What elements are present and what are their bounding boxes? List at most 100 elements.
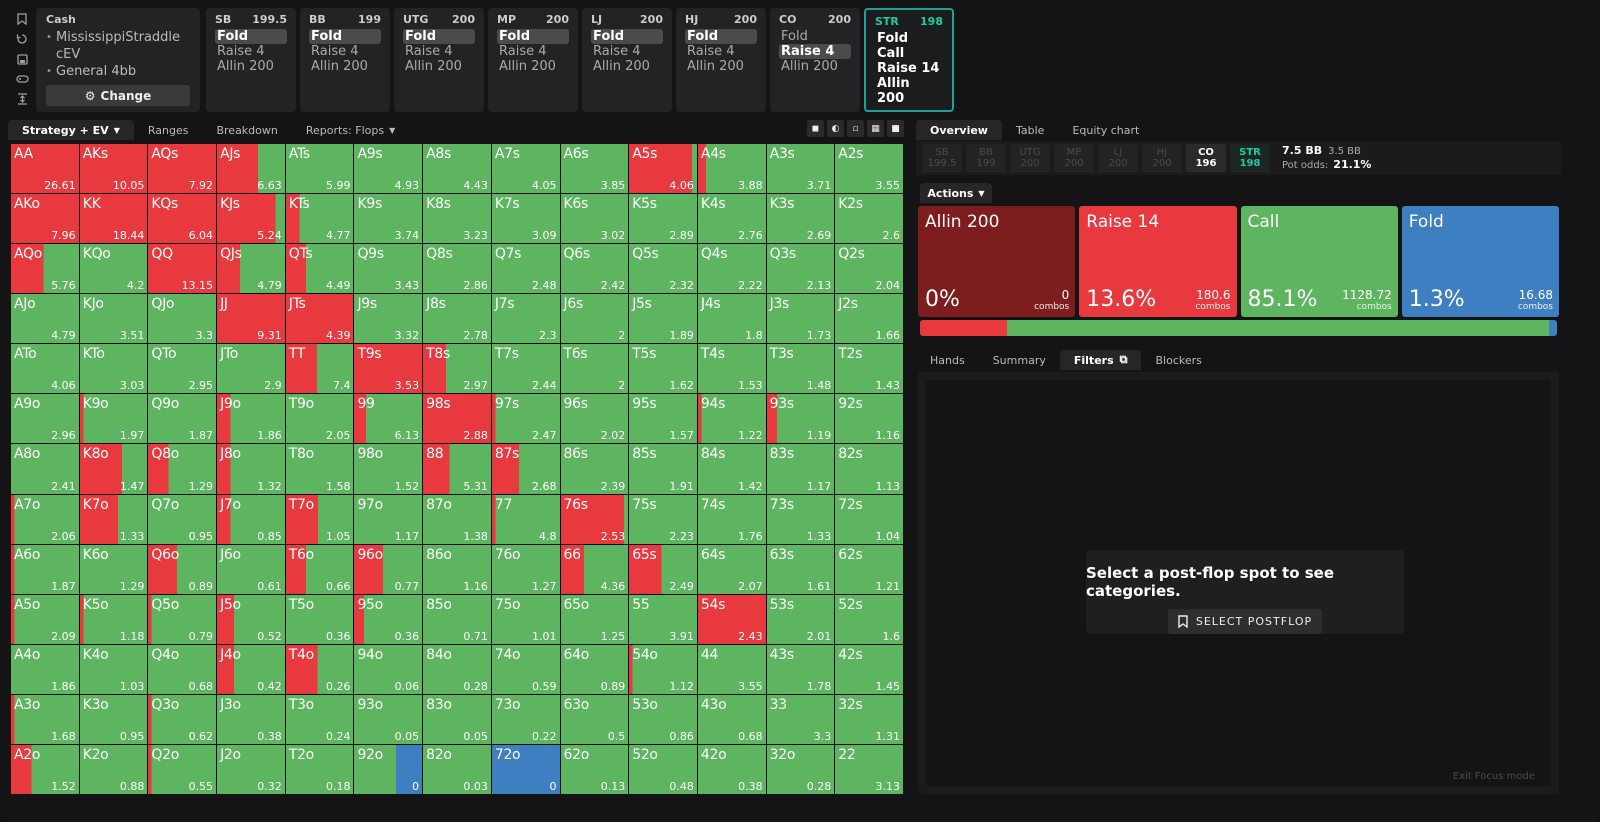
tab-equity-chart[interactable]: Equity chart [1072,123,1140,137]
hand-cell-65s[interactable]: 65s 2.49 [629,544,697,594]
hand-cell-74s[interactable]: 74s 1.76 [697,494,766,544]
hand-cell-q8o[interactable]: Q8o 1.29 [148,444,217,494]
save-icon[interactable] [13,51,31,67]
hand-cell-q9o[interactable]: Q9o 1.87 [148,394,217,444]
hand-cell-73o[interactable]: 73o 0.22 [491,694,560,744]
hand-cell-q2o[interactable]: Q2o 0.55 [148,744,217,794]
hand-cell-t5o[interactable]: T5o 0.36 [285,594,354,644]
hand-cell-92s[interactable]: 92s 1.16 [835,394,903,444]
hand-cell-ajo[interactable]: AJo 4.79 [11,294,79,344]
actions-dropdown[interactable]: Actions ▼ [920,183,992,203]
hand-cell-82o[interactable]: 82o 0.03 [423,744,491,794]
hand-cell-j9s[interactable]: J9s 3.32 [354,294,423,344]
hand-cell-tt[interactable]: TT 7.4 [285,344,354,394]
hand-cell-j2s[interactable]: J2s 1.66 [835,294,903,344]
hand-cell-a5o[interactable]: A5o 2.09 [11,594,79,644]
hand-cell-q6o[interactable]: Q6o 0.89 [148,544,217,594]
hand-cell-53s[interactable]: 53s 2.01 [766,594,835,644]
hand-cell-63s[interactable]: 63s 1.61 [766,544,835,594]
hand-cell-ato[interactable]: ATo 4.06 [11,344,79,394]
hand-cell-j8s[interactable]: J8s 2.78 [423,294,491,344]
bookmark-icon[interactable] [13,11,31,27]
cube-view-icon[interactable]: ◼ [807,120,824,137]
hand-cell-63o[interactable]: 63o 0.5 [560,694,629,744]
seat-action[interactable]: Raise 4 [687,44,735,59]
hand-cell-aqo[interactable]: AQo 5.76 [11,244,79,294]
hand-cell-j5o[interactable]: J5o 0.52 [217,594,285,644]
hand-cell-k6o[interactable]: K6o 1.29 [79,544,148,594]
action-card-fold[interactable]: Fold 1.3% 16.68 combos [1401,206,1559,317]
hand-cell-64s[interactable]: 64s 2.07 [697,544,766,594]
hand-cell-a8o[interactable]: A8o 2.41 [11,444,79,494]
square-view-icon[interactable]: ■ [887,120,904,137]
seat-action[interactable]: Call [877,46,905,61]
hand-cell-t6s[interactable]: T6s 2 [560,344,629,394]
hand-cell-a7o[interactable]: A7o 2.06 [11,494,79,544]
hand-cell-65o[interactable]: 65o 1.25 [560,594,629,644]
seat-action[interactable]: Fold [591,29,663,44]
hand-cell-73s[interactable]: 73s 1.33 [766,494,835,544]
hand-cell-88[interactable]: 88 5.31 [423,444,491,494]
seat-action[interactable]: Fold [403,29,475,44]
hand-cell-ajs[interactable]: AJs 6.63 [217,144,285,194]
exit-focus-link[interactable]: Exit Focus mode [1452,771,1535,782]
tab-filters[interactable]: Filters ⧉ [1059,350,1142,370]
hand-cell-t2o[interactable]: T2o 0.18 [285,744,354,794]
hand-cell-43s[interactable]: 43s 1.78 [766,644,835,694]
hand-cell-j4o[interactable]: J4o 0.42 [217,644,285,694]
hand-cell-k8s[interactable]: K8s 3.23 [423,194,491,244]
hand-cell-87s[interactable]: 87s 2.68 [491,444,560,494]
hand-cell-ats[interactable]: ATs 5.99 [285,144,354,194]
hand-cell-52o[interactable]: 52o 0.48 [629,744,697,794]
seat-action[interactable]: Allin 200 [593,59,650,74]
hand-cell-j3s[interactable]: J3s 1.73 [766,294,835,344]
position-hj[interactable]: HJ 200 [1142,144,1182,172]
change-button[interactable]: ⚙ Change [46,85,190,106]
hand-cell-qjs[interactable]: QJs 4.79 [217,244,285,294]
position-mp[interactable]: MP 200 [1054,144,1094,172]
hand-cell-t3o[interactable]: T3o 0.24 [285,694,354,744]
hand-cell-jj[interactable]: JJ 9.31 [217,294,285,344]
seat-action[interactable]: Fold [497,29,569,44]
hand-cell-k8o[interactable]: K8o 1.47 [79,444,148,494]
seat-action[interactable]: Raise 4 [593,44,641,59]
seat-action[interactable]: Raise 4 [499,44,547,59]
hand-cell-j7s[interactable]: J7s 2.3 [491,294,560,344]
hand-cell-k4o[interactable]: K4o 1.03 [79,644,148,694]
tab-summary[interactable]: Summary [979,350,1060,370]
hand-cell-55[interactable]: 55 3.91 [629,594,697,644]
hand-cell-92o[interactable]: 92o 0 [354,744,423,794]
hand-cell-t9o[interactable]: T9o 2.05 [285,394,354,444]
hand-cell-kqs[interactable]: KQs 6.04 [148,194,217,244]
hand-cell-83s[interactable]: 83s 1.17 [766,444,835,494]
position-lj[interactable]: LJ 200 [1098,144,1138,172]
hand-cell-k9o[interactable]: K9o 1.97 [79,394,148,444]
position-sb[interactable]: SB 199.5 [922,144,962,172]
hand-cell-jts[interactable]: JTs 4.39 [285,294,354,344]
hand-cell-a5s[interactable]: A5s 4.06 [629,144,697,194]
hand-cell-q4o[interactable]: Q4o 0.68 [148,644,217,694]
grid-view-icon[interactable]: ▦ [867,120,884,137]
hand-cell-q5o[interactable]: Q5o 0.79 [148,594,217,644]
hand-cell-qto[interactable]: QTo 2.95 [148,344,217,394]
hand-cell-a6o[interactable]: A6o 1.87 [11,544,79,594]
hand-cell-q3s[interactable]: Q3s 2.13 [766,244,835,294]
seat-action[interactable]: Fold [309,29,381,44]
hand-cell-j6o[interactable]: J6o 0.61 [217,544,285,594]
hand-cell-98o[interactable]: 98o 1.52 [354,444,423,494]
seat-action[interactable]: Raise 4 [779,44,851,59]
hand-cell-54o[interactable]: 54o 1.12 [629,644,697,694]
hand-cell-q8s[interactable]: Q8s 2.86 [423,244,491,294]
hand-cell-94s[interactable]: 94s 1.22 [697,394,766,444]
hand-cell-75o[interactable]: 75o 1.01 [491,594,560,644]
seat-action[interactable]: Allin 200 [781,59,838,74]
hand-cell-95s[interactable]: 95s 1.57 [629,394,697,444]
tab-strategy-ev[interactable]: Strategy + EV ▼ [8,120,134,140]
hand-cell-aqs[interactable]: AQs 7.92 [148,144,217,194]
hand-cell-k3s[interactable]: K3s 2.69 [766,194,835,244]
tab-hands[interactable]: Hands [916,350,979,370]
hand-cell-85o[interactable]: 85o 0.71 [423,594,491,644]
hand-cell-a7s[interactable]: A7s 4.05 [491,144,560,194]
hand-cell-32o[interactable]: 32o 0.28 [766,744,835,794]
hand-cell-kjs[interactable]: KJs 5.24 [217,194,285,244]
